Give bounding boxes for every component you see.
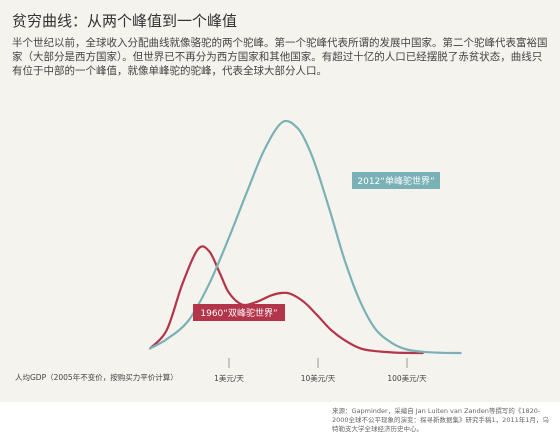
income-distribution-chart: 1美元/天 10美元/天 100美元/天 2012“单峰驼世界” 1960“双峰驼世界… bbox=[15, 119, 462, 383]
series-label-1: 1960“双峰驼世界” bbox=[200, 307, 277, 319]
x-tick-label-1: 10美元/天 bbox=[301, 373, 336, 383]
source-bar bbox=[0, 402, 560, 442]
page-title: 贫穷曲线：从两个峰值到一个峰值 bbox=[12, 12, 238, 30]
intro-paragraph: 半个世纪以前，全球收入分配曲线就像骆驼的两个驼峰。第一个驼峰代表所谓的发展中国家… bbox=[12, 37, 548, 77]
x-axis-label: 人均GDP（2005年不变价，按购买力平价计算） bbox=[15, 372, 178, 382]
series-label-box-1 bbox=[193, 304, 285, 321]
series-line-0 bbox=[149, 119, 462, 355]
series-labels: 2012“单峰驼世界” 1960“双峰驼世界” bbox=[193, 172, 440, 321]
series-label-0: 2012“单峰驼世界” bbox=[357, 175, 434, 187]
source-note: 来源：Gapminder，采编自 Jan Luiten van Zanden等撰… bbox=[332, 407, 549, 433]
series-line-1 bbox=[149, 245, 424, 355]
series-label-box-0 bbox=[352, 172, 440, 189]
x-axis: 1美元/天 10美元/天 100美元/天 bbox=[214, 358, 427, 383]
curves bbox=[149, 119, 462, 355]
x-tick-label-2: 100美元/天 bbox=[387, 373, 427, 383]
x-tick-label-0: 1美元/天 bbox=[214, 373, 244, 383]
